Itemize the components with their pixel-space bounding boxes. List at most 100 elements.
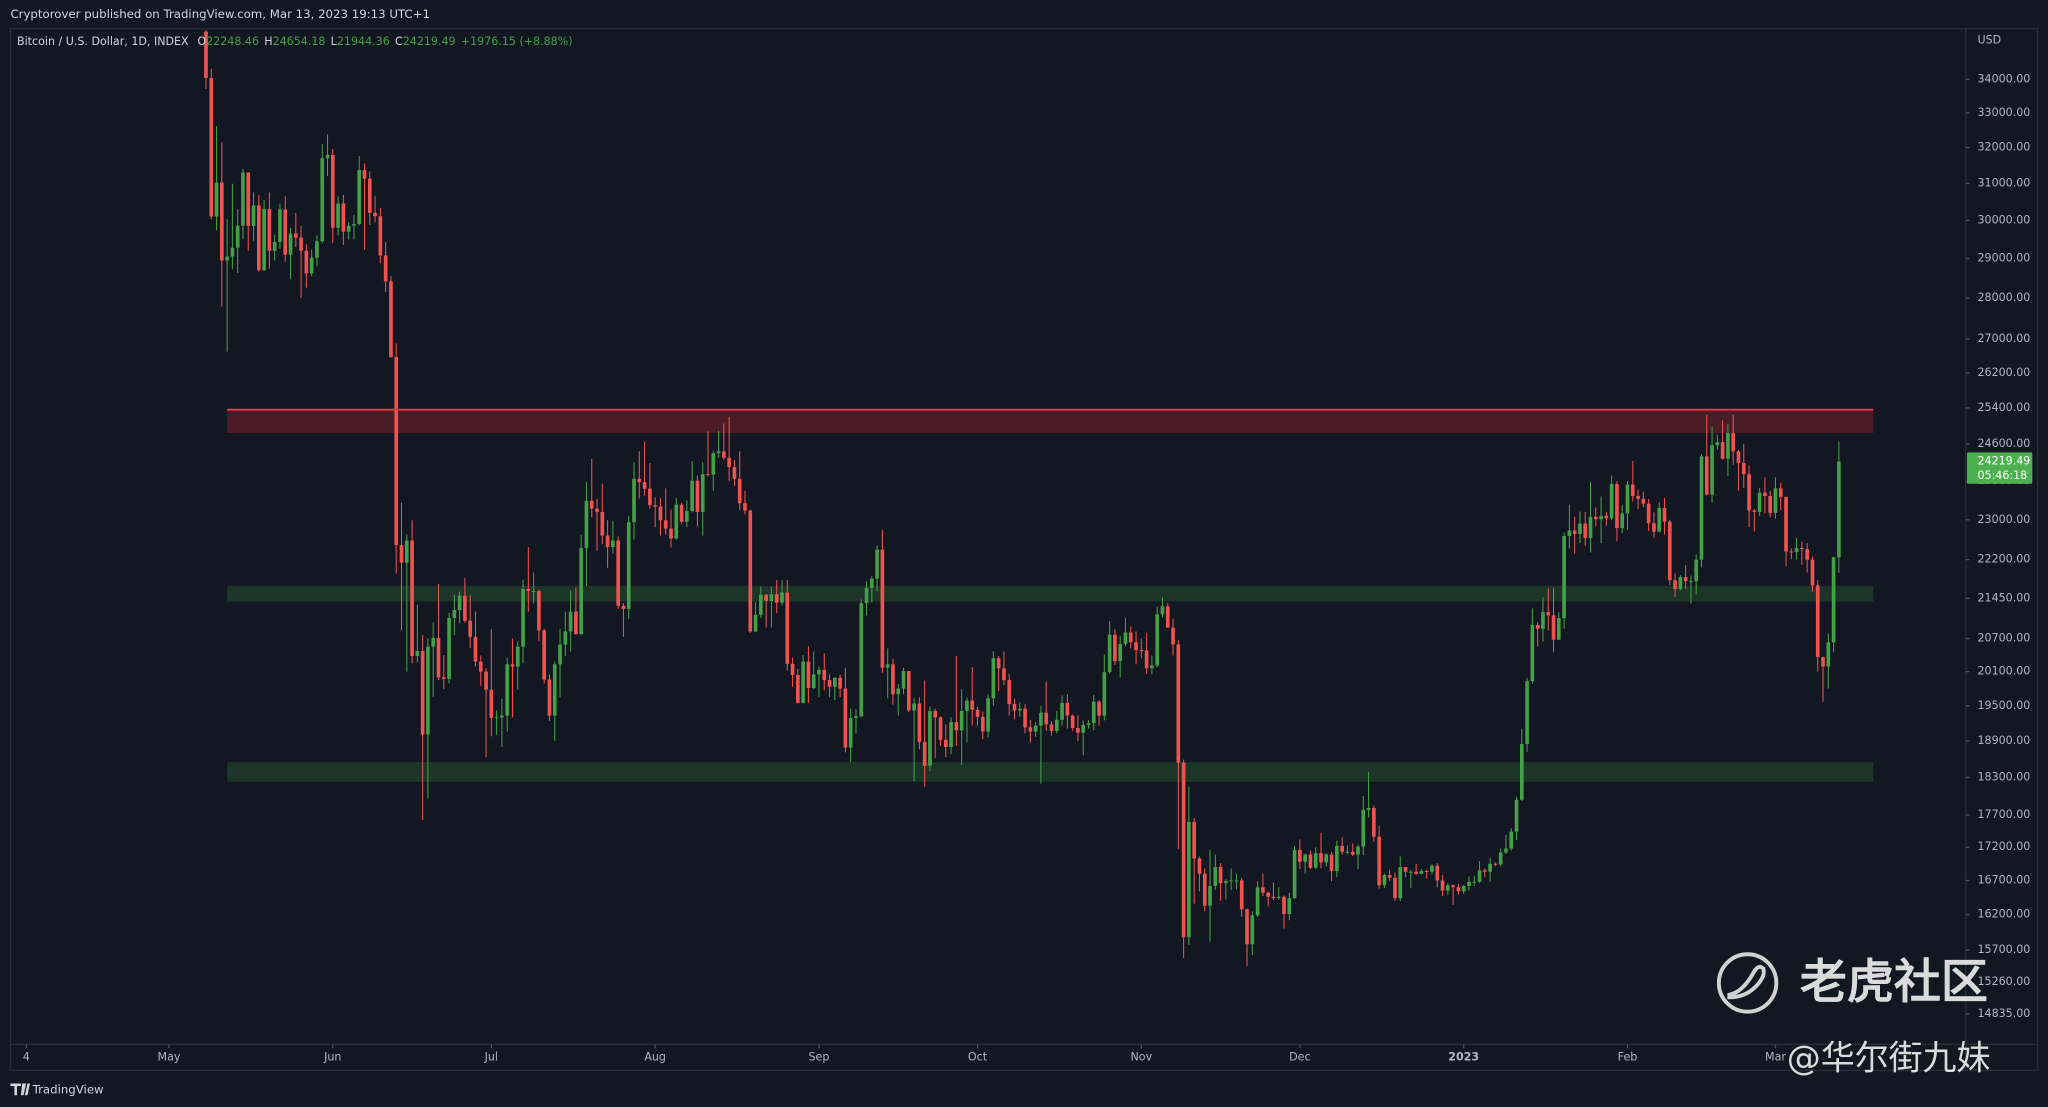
candle-body — [251, 205, 256, 226]
candle-body — [1446, 885, 1450, 891]
candle-body — [1372, 807, 1376, 837]
candle-body — [1356, 846, 1360, 855]
candle-body — [1551, 615, 1556, 640]
candle-body — [1768, 496, 1773, 513]
candle-body — [1398, 867, 1403, 899]
candle-body — [521, 588, 525, 647]
candle-body — [1298, 849, 1302, 862]
candle-body — [1255, 887, 1260, 916]
y-tick-label: 33000.00 — [1977, 106, 2030, 119]
candle-body — [706, 474, 710, 476]
price-tag-countdown: 05:46:18 — [1977, 469, 2027, 482]
candle-body — [1382, 875, 1387, 886]
candle-body — [1747, 474, 1751, 511]
candle-body — [732, 467, 737, 479]
candle-body — [1107, 634, 1112, 673]
price-tag-label: 24219.49 — [1977, 455, 2030, 468]
candle-body — [1324, 854, 1329, 863]
candle-body — [621, 605, 626, 609]
candle-body — [1704, 456, 1709, 495]
candle-body — [267, 209, 272, 251]
candle-body — [283, 209, 288, 255]
y-tick-label: 20700.00 — [1977, 631, 2030, 644]
candle-body — [246, 172, 251, 226]
y-tick-label: 25400.00 — [1977, 401, 2030, 414]
candle-body — [547, 679, 552, 716]
candle-body — [510, 664, 515, 667]
candle-body — [943, 739, 948, 747]
candle-body — [426, 646, 430, 735]
candle-body — [420, 651, 425, 735]
candle-body — [1266, 892, 1270, 897]
candle-body — [235, 225, 240, 248]
watermark-text: 老虎社区 — [1800, 955, 1988, 1010]
candle-body — [1276, 896, 1281, 899]
candle-body — [896, 688, 901, 695]
candle-body — [1694, 559, 1699, 582]
candle-body — [1609, 484, 1614, 519]
legend: Bitcoin / U.S. Dollar, 1D, INDEX O22248.… — [17, 35, 573, 48]
candle-body — [1504, 848, 1508, 853]
candle-body — [653, 505, 657, 507]
candle-body — [1208, 885, 1212, 906]
candle-body — [1435, 865, 1440, 881]
candle-body — [230, 247, 235, 257]
candle-body — [256, 205, 261, 271]
candle-body — [558, 644, 562, 665]
candle-body — [315, 241, 319, 258]
candle-body — [357, 170, 362, 225]
candle-body — [986, 698, 990, 732]
x-tick-label: Jun — [323, 1050, 341, 1063]
candle-body — [1303, 854, 1307, 862]
candle-body — [674, 504, 679, 539]
y-tick-label: 14835.00 — [1977, 1007, 2030, 1020]
candle-body — [1488, 863, 1492, 872]
y-tick-label: 18300.00 — [1977, 770, 2030, 783]
candle-body — [833, 677, 837, 687]
x-tick-label: 4 — [23, 1050, 30, 1063]
candle-body — [1519, 743, 1524, 800]
candle-body — [1588, 516, 1593, 539]
candle-body — [1218, 867, 1223, 884]
candle-body — [1562, 536, 1566, 618]
candle-body — [220, 182, 224, 261]
candle-body — [1007, 680, 1012, 705]
candle-body — [626, 522, 631, 609]
candle-body — [1784, 496, 1788, 552]
frame — [9, 28, 2039, 1072]
candle-body — [1171, 627, 1175, 645]
candle-body — [611, 540, 615, 548]
candle-body — [790, 663, 795, 676]
legend-key: H — [264, 35, 272, 48]
candle-body — [1234, 880, 1239, 882]
candle-body — [589, 500, 594, 509]
candle-body — [1630, 484, 1635, 497]
candle-body — [875, 549, 879, 579]
candle-body — [1197, 858, 1202, 874]
candle-body — [415, 651, 420, 657]
candle-body — [489, 689, 494, 718]
y-tick-label: 23000.00 — [1977, 513, 2030, 526]
candle-body — [463, 595, 467, 621]
candle-body — [1366, 807, 1371, 810]
candle-body — [827, 680, 832, 687]
candle-body — [959, 711, 964, 731]
legend-value: 24654.18 — [273, 35, 326, 48]
candle-body — [579, 548, 584, 635]
candle-body — [1683, 577, 1688, 582]
x-tick-label: Dec — [1289, 1050, 1310, 1063]
candle-body — [1245, 909, 1249, 945]
candle-body — [1472, 881, 1477, 883]
candle-body — [325, 155, 330, 159]
candle-body — [526, 588, 531, 592]
y-tick-label: 32000.00 — [1977, 141, 2030, 154]
candle-body — [1192, 821, 1197, 859]
candle-body — [774, 594, 779, 603]
candle-body — [1187, 821, 1191, 938]
candle-body — [1403, 867, 1408, 872]
candle-body — [1134, 642, 1138, 650]
candle-body — [1757, 492, 1762, 512]
y-tick-label: 17200.00 — [1977, 840, 2030, 853]
candle-body — [885, 664, 890, 668]
